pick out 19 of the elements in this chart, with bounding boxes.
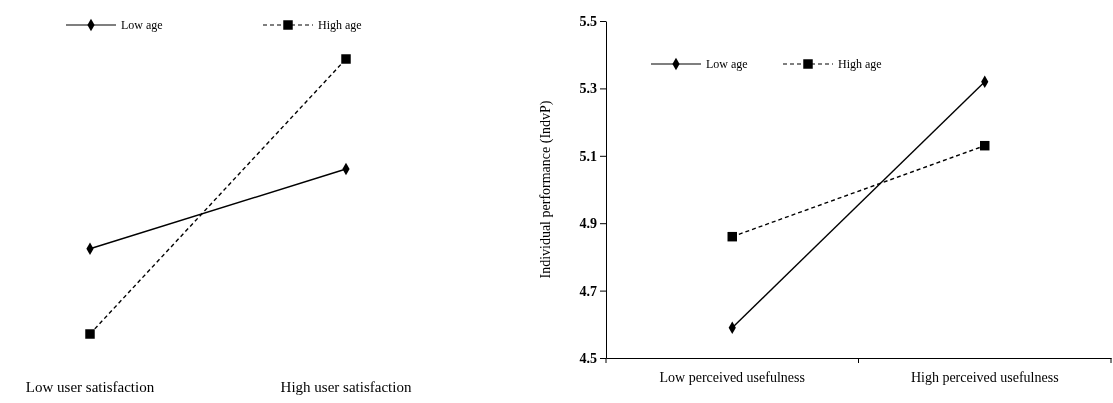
legend-label: Low age bbox=[121, 18, 163, 32]
x-tick-label: High perceived usefulness bbox=[910, 369, 1059, 385]
legend-label: High age bbox=[318, 18, 362, 32]
x-tick-label: Low perceived usefulness bbox=[659, 369, 805, 385]
point bbox=[727, 231, 737, 242]
x-tick-label: Low user satisfaction bbox=[25, 379, 155, 395]
y-tick-label: 4.9 bbox=[579, 216, 597, 232]
y-axis-title: Individual performance (IndvP) bbox=[538, 100, 554, 279]
legend-label: High age bbox=[838, 57, 882, 71]
point bbox=[85, 329, 95, 339]
y-tick-label: 4.7 bbox=[579, 283, 597, 299]
point bbox=[980, 140, 990, 151]
x-tick-label: High user satisfaction bbox=[280, 379, 412, 395]
legend-label: Low age bbox=[706, 57, 748, 71]
y-tick-label: 4.5 bbox=[579, 350, 597, 366]
y-tick-label: 5.5 bbox=[579, 13, 597, 29]
y-tick-label: 5.1 bbox=[579, 148, 597, 164]
y-tick-label: 5.3 bbox=[579, 81, 597, 97]
point bbox=[341, 54, 351, 64]
